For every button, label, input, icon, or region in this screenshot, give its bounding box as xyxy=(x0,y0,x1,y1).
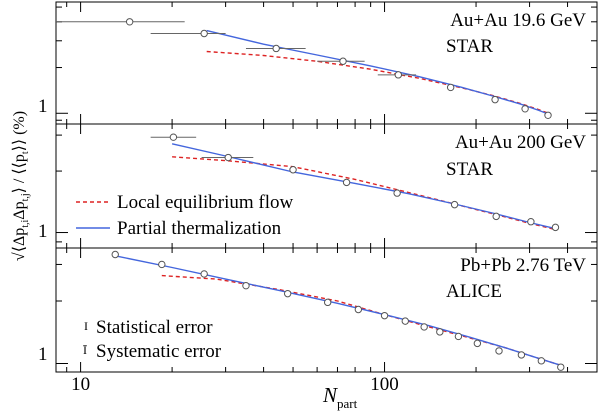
stat-error-symbol: I xyxy=(84,319,88,333)
data-point xyxy=(446,83,455,92)
data-point xyxy=(537,357,546,365)
data-point xyxy=(125,18,134,26)
data-point xyxy=(393,189,401,197)
flow-curve xyxy=(206,50,551,115)
data-point xyxy=(283,289,292,298)
data-point xyxy=(380,311,389,320)
data-point xyxy=(242,281,250,290)
data-point xyxy=(272,44,280,53)
panel-top-experiment: STAR xyxy=(446,36,493,57)
data-point xyxy=(454,332,463,341)
panel-top-system: Au+Au 19.6 GeV xyxy=(450,10,586,31)
data-point xyxy=(394,71,403,79)
data-point xyxy=(289,166,297,174)
thermalization-curve xyxy=(171,143,554,229)
data-point xyxy=(420,323,428,331)
panel-bottom-experiment: ALICE xyxy=(446,281,502,302)
legend-stat-label: Statistical error xyxy=(96,317,213,338)
data-point xyxy=(200,270,208,278)
data-point xyxy=(200,29,208,38)
data-point xyxy=(111,250,119,259)
x-tick-label: 100 xyxy=(370,374,399,395)
data-point xyxy=(491,95,499,104)
syst-error-symbol: Ī xyxy=(83,343,87,357)
data-point xyxy=(517,351,526,359)
data-point xyxy=(551,223,560,232)
panel-middle-system: Au+Au 200 GeV xyxy=(455,132,586,153)
legend-errors: I Statistical error Ī Systematic error xyxy=(83,317,222,362)
data-point xyxy=(450,200,459,209)
x-axis-ticks: 10 100 xyxy=(71,374,399,395)
y-tick-label-top: 1 xyxy=(38,96,48,117)
thermalization-curve xyxy=(206,29,551,116)
legend-therm-label: Partial thermalization xyxy=(117,218,282,239)
data-point xyxy=(354,305,363,314)
data-point xyxy=(224,153,232,162)
panel-middle-experiment: STAR xyxy=(446,159,493,180)
data-point xyxy=(527,217,535,226)
data-point xyxy=(495,347,503,355)
panel-frame-bottom xyxy=(55,247,598,373)
data-point xyxy=(169,133,178,141)
data-point xyxy=(342,178,351,187)
data-point xyxy=(492,212,500,221)
y-tick-label-bottom: 1 xyxy=(38,344,48,365)
y-axis-title: √⟨Δpt,iΔpt,j⟩ / ⟨⟨pt⟩⟩ (%) xyxy=(11,111,31,261)
x-axis-title: Npart xyxy=(322,383,358,411)
x-tick-label: 10 xyxy=(71,374,90,395)
panel-bottom-system: Pb+Pb 2.76 TeV xyxy=(460,255,586,276)
data-point xyxy=(401,317,409,325)
y-tick-label-middle: 1 xyxy=(38,221,48,242)
data-point xyxy=(323,298,332,307)
data-point xyxy=(158,260,166,269)
panel-alice-276 xyxy=(56,248,598,372)
legend-models: Local equilibrium flow Partial thermaliz… xyxy=(76,192,294,239)
legend-syst-label: Systematic error xyxy=(96,341,222,362)
x-axis-title-sub: part xyxy=(337,396,358,411)
data-point xyxy=(544,111,552,119)
data-point xyxy=(521,105,529,113)
data-point xyxy=(339,57,347,65)
panel-star-200 xyxy=(56,124,598,248)
data-point xyxy=(473,339,482,348)
data-point xyxy=(436,328,444,336)
panel-star-19 xyxy=(56,2,598,124)
flow-curve xyxy=(172,156,554,230)
legend-flow-label: Local equilibrium flow xyxy=(117,192,294,213)
data-point xyxy=(557,363,565,371)
